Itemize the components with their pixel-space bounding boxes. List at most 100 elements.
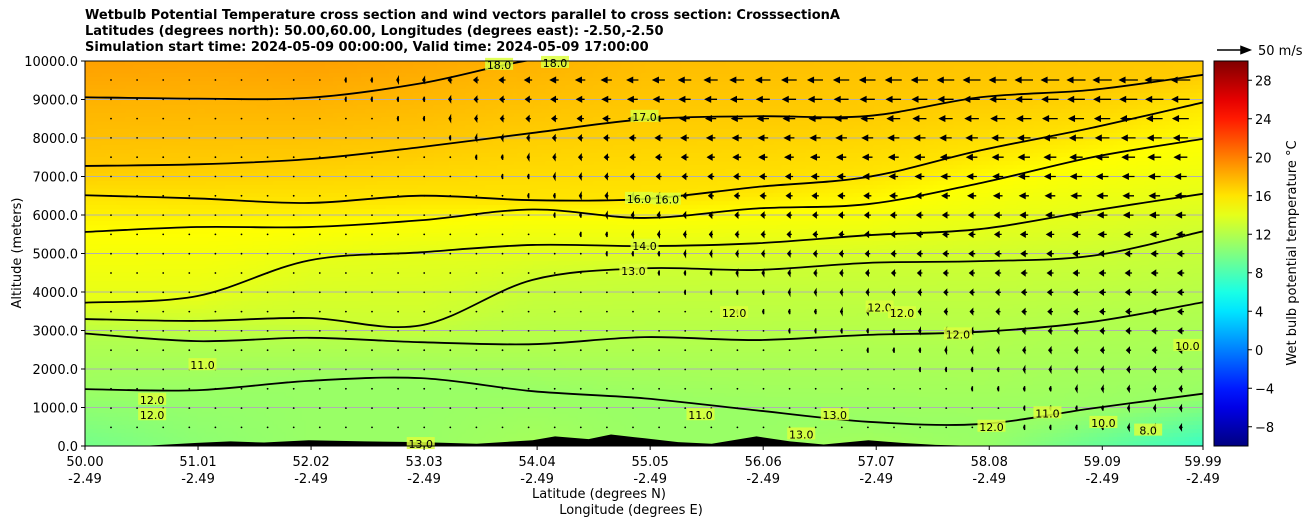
wind-vector [1124,288,1132,297]
wind-vector [188,175,191,178]
wind-vector [449,233,452,236]
wind-vector [890,268,897,278]
wind-vector [683,270,687,276]
wind-vector [214,407,217,409]
wind-vector [681,172,688,181]
wind-vector [991,134,1005,142]
wind-vector [1100,384,1105,394]
wind-vector [240,175,243,178]
wind-vector [863,211,871,219]
wind-vector [553,212,556,218]
wind-vector [110,117,112,120]
wind-vector [345,387,347,390]
wind-vector [240,272,243,274]
wind-vector [710,387,713,390]
x-tick-label-lat: 52.02 [292,455,329,470]
wind-vector [997,407,1000,409]
wind-vector [423,349,426,352]
wind-vector [423,194,426,197]
wind-vector [266,156,269,159]
wind-vector [867,387,869,390]
wind-vector [785,192,793,200]
wind-vector [632,349,634,352]
wind-vector [423,233,426,236]
wind-vector [1042,115,1058,123]
wind-vector [1042,134,1057,142]
wind-vector [863,192,872,200]
wind-vector [527,368,530,371]
wind-vector [1022,345,1027,355]
wind-vector [708,211,714,220]
wind-vector [188,330,191,332]
wind-vector [579,310,582,313]
wind-vector [680,153,689,161]
wind-vector [449,349,452,352]
wind-vector [449,194,452,197]
wind-vector [809,134,821,142]
wind-vector [971,407,974,409]
wind-vector [527,330,530,332]
wind-vector [1022,386,1026,392]
wind-vector [631,229,635,240]
wind-vector [292,426,295,429]
wind-vector [1067,115,1085,123]
wind-vector [579,407,582,409]
y-tick-label: 10000.0 [24,55,78,70]
wind-vector [603,153,610,162]
wind-vector [318,407,321,409]
wind-vector [240,330,243,332]
wind-vector [423,387,426,390]
contour-label: 12.0 [140,394,165,407]
wind-vector [812,249,818,258]
wind-vector [188,407,191,409]
contour-label: 12.0 [140,409,165,422]
wind-vector [448,135,452,141]
x-tick-label-lon: -2.49 [68,472,102,487]
wind-vector [527,407,530,409]
wind-vector [474,114,478,124]
wind-vector [266,349,269,352]
contour-line-11 [85,376,1203,426]
wind-vector [162,137,165,139]
wind-vector [758,153,768,161]
x-axis-label: Latitude (degrees N) [532,487,666,502]
wind-vector [136,272,139,274]
wind-vector [911,95,928,103]
wind-vector [526,133,531,143]
wind-vector [604,191,609,201]
wind-vector [703,76,718,84]
wind-vector [1073,326,1079,335]
wind-vector [188,426,191,429]
wind-vector [682,229,687,239]
wind-vector [345,330,347,332]
wind-vector [988,76,1007,84]
wind-vector [1075,424,1078,431]
wind-vector [990,115,1006,123]
wind-vector [371,426,373,429]
wind-vector [1150,250,1159,258]
wind-vector [651,76,665,84]
wind-vector [447,75,453,85]
wind-vector [266,426,269,429]
wind-vector [918,366,921,373]
wind-vector [729,95,744,103]
wind-vector [214,98,217,101]
wind-vector [266,387,269,390]
contour-line-12 [85,301,1203,346]
wind-vector [892,347,895,353]
wind-vector [1150,288,1158,297]
wind-vector [1177,327,1184,335]
wind-vector [553,368,556,371]
wind-vector [1066,76,1086,84]
wind-vector [705,134,716,142]
wind-vector [677,76,692,84]
wind-vector [292,214,295,217]
wind-vector [733,172,741,181]
wind-vector [575,95,585,103]
wind-vector [1069,172,1083,181]
wind-vector [606,272,608,274]
wind-vector [733,191,741,200]
wind-vector [1147,172,1161,181]
wind-vector [1041,95,1059,103]
wind-vector [995,307,1001,316]
